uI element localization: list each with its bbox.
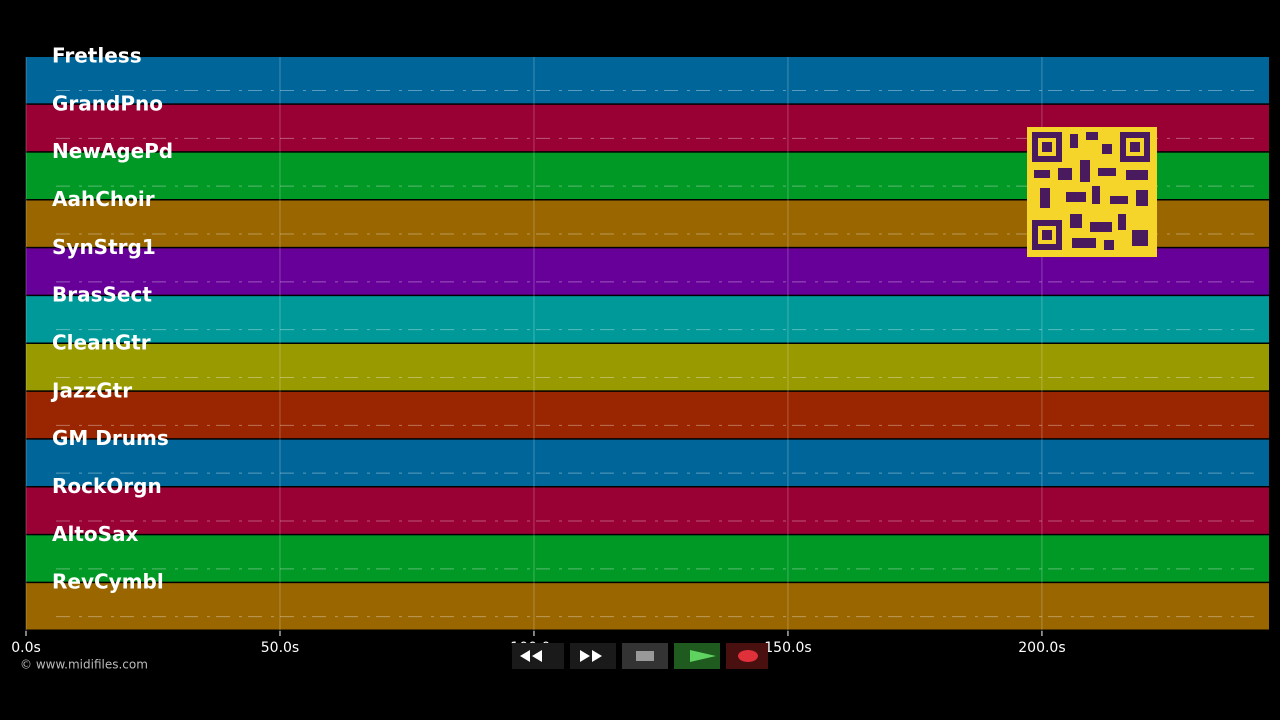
rewind-button[interactable] bbox=[512, 643, 564, 669]
x-tick-label: 50.0s bbox=[261, 640, 299, 656]
stop-button[interactable] bbox=[622, 643, 668, 669]
playback-controls bbox=[512, 643, 768, 669]
track-name: AltoSax bbox=[52, 522, 139, 546]
track-lane bbox=[26, 391, 1269, 439]
track-lane bbox=[26, 535, 1269, 582]
track-name: RockOrgn bbox=[52, 474, 162, 498]
track-lane bbox=[26, 487, 1269, 534]
copyright: © www.midifiles.com bbox=[20, 658, 148, 672]
play-button[interactable] bbox=[674, 643, 720, 669]
track-lane bbox=[26, 57, 1269, 104]
x-tick-label: 150.0s bbox=[764, 640, 811, 656]
track-name: CleanGtr bbox=[52, 331, 151, 355]
track-name: Fretless bbox=[52, 44, 142, 68]
fast-forward-button[interactable] bbox=[570, 643, 616, 669]
track-name: BrasSect bbox=[52, 283, 152, 307]
record-button[interactable] bbox=[726, 643, 768, 669]
qr-code bbox=[1027, 127, 1157, 257]
track-name: SynStrg1 bbox=[52, 235, 156, 259]
track-name: JazzGtr bbox=[50, 378, 132, 402]
track-name: AahChoir bbox=[52, 187, 155, 211]
track-name: NewAgePd bbox=[52, 139, 173, 163]
track-name: GM Drums bbox=[52, 426, 169, 450]
track-lane bbox=[26, 439, 1269, 486]
track-lane bbox=[26, 296, 1269, 343]
x-tick-label: 0.0s bbox=[11, 640, 41, 656]
track-name: RevCymbl bbox=[52, 570, 164, 594]
track-lane bbox=[26, 583, 1269, 630]
x-tick-label: 200.0s bbox=[1018, 640, 1065, 656]
track-lane bbox=[26, 344, 1269, 391]
track-name: GrandPno bbox=[52, 91, 163, 115]
labels: Fretless GrandPno NewAgePd AahChoir SynStrg1… bbox=[50, 44, 173, 594]
